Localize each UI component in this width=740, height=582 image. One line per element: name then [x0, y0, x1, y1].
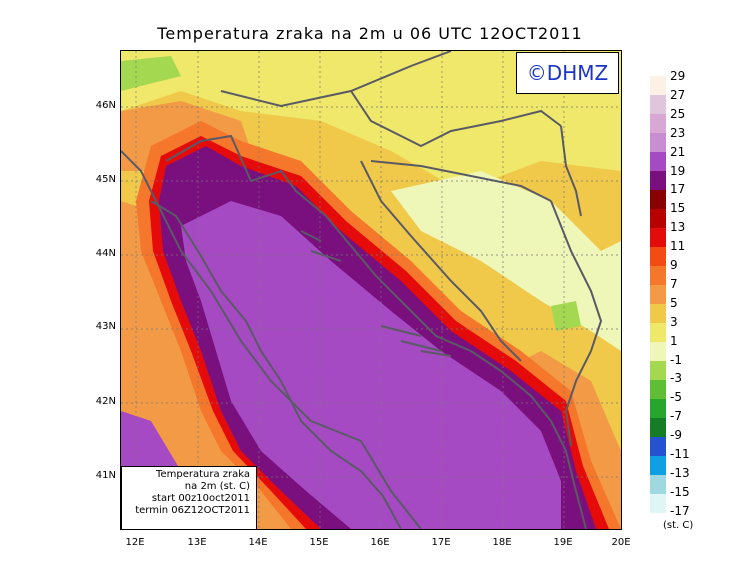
country-borders: [121, 51, 603, 529]
colorbar-tick-label: 21: [670, 144, 686, 159]
colorbar-tick-label: 19: [670, 163, 686, 178]
colorbar-swatch: [650, 361, 666, 380]
colorbar-swatch: [650, 152, 666, 171]
lon-label-20e: 20E: [611, 537, 631, 548]
colorbar-tick-label: -11: [670, 447, 690, 461]
colorbar-swatch: [650, 399, 666, 418]
colorbar-swatch: [650, 456, 666, 475]
map-info-box: Temperatura zraka na 2m (st. C) start 00…: [121, 466, 257, 530]
temperature-colorbar: [650, 76, 666, 513]
colorbar-swatch: [650, 304, 666, 323]
lat-label-44n: 44N: [95, 248, 116, 259]
cold-patch-e: [551, 301, 581, 331]
colorbar-tick-label: 27: [670, 87, 686, 102]
colorbar-tick-label: -7: [670, 409, 682, 424]
lat-label-46n: 46N: [95, 100, 116, 111]
colorbar-swatch: [650, 418, 666, 437]
dhmz-logo: ©DHMZ: [516, 52, 619, 94]
colorbar-swatch: [650, 190, 666, 209]
colorbar-swatch: [650, 114, 666, 133]
colorbar-tick-label: -3: [670, 371, 682, 386]
colorbar-swatch: [650, 228, 666, 247]
colorbar-swatch: [650, 380, 666, 399]
lon-label-12e: 12E: [125, 537, 145, 548]
info-line-1: Temperatura zraka: [156, 469, 250, 480]
lon-label-19e: 19E: [553, 537, 573, 548]
info-line-3: start 00z10oct2011: [151, 493, 250, 504]
adriatic-sea-light: [181, 201, 561, 529]
colorbar-swatch: [650, 76, 666, 95]
colorbar-units: (st. C): [663, 520, 694, 531]
colorbar-tick-label: 7: [670, 276, 678, 291]
colorbar-swatch: [650, 342, 666, 361]
colorbar-tick-label: -15: [670, 484, 690, 499]
lat-label-45n: 45N: [95, 174, 116, 185]
colorbar-tick-label: -17: [670, 503, 690, 518]
lon-label-16e: 16E: [370, 537, 390, 548]
colorbar-tick-label: 29: [670, 69, 686, 83]
colorbar-swatch: [650, 494, 666, 513]
colorbar-tick-label: 15: [670, 201, 686, 216]
colorbar-swatch: [650, 209, 666, 228]
colorbar-swatch: [650, 475, 666, 494]
lon-label-17e: 17E: [431, 537, 451, 548]
colorbar-swatch: [650, 285, 666, 304]
colorbar-tick-label: 13: [670, 220, 686, 235]
colorbar-tick-label: 25: [670, 106, 686, 121]
colorbar-tick-label: 3: [670, 314, 678, 329]
colorbar-tick-label: -9: [670, 428, 682, 443]
colorbar-swatch: [650, 266, 666, 285]
colorbar-tick-label: 1: [670, 333, 678, 348]
colorbar-swatch: [650, 95, 666, 114]
info-line-4: termin 06Z12OCT2011: [135, 505, 250, 516]
colorbar-swatch: [650, 133, 666, 152]
info-line-2: na 2m (st. C): [184, 481, 250, 492]
colorbar-swatch: [650, 247, 666, 266]
lon-label-14e: 14E: [248, 537, 268, 548]
lon-label-18e: 18E: [492, 537, 512, 548]
coastline: [150, 134, 587, 529]
lon-label-15e: 15E: [309, 537, 329, 548]
colorbar-tick-label: 9: [670, 258, 678, 272]
temperature-map: [120, 50, 622, 530]
colorbar-tick-label: -13: [670, 465, 690, 480]
colorbar-swatch: [650, 437, 666, 456]
lat-label-41n: 41N: [95, 470, 116, 481]
colorbar-tick-label: 17: [670, 182, 686, 197]
colorbar-tick-label: -5: [670, 390, 682, 405]
lat-label-42n: 42N: [95, 396, 116, 407]
colorbar-tick-label: 23: [670, 125, 686, 140]
colorbar-swatch: [650, 323, 666, 342]
lon-label-13e: 13E: [187, 537, 207, 548]
colorbar-tick-label: 11: [670, 239, 686, 254]
map-title: Temperatura zraka na 2m u 06 UTC 12OCT20…: [157, 24, 583, 43]
lat-label-43n: 43N: [95, 321, 116, 332]
colorbar-tick-label: -1: [670, 352, 682, 367]
colorbar-swatch: [650, 171, 666, 190]
colorbar-tick-label: 5: [670, 295, 678, 310]
